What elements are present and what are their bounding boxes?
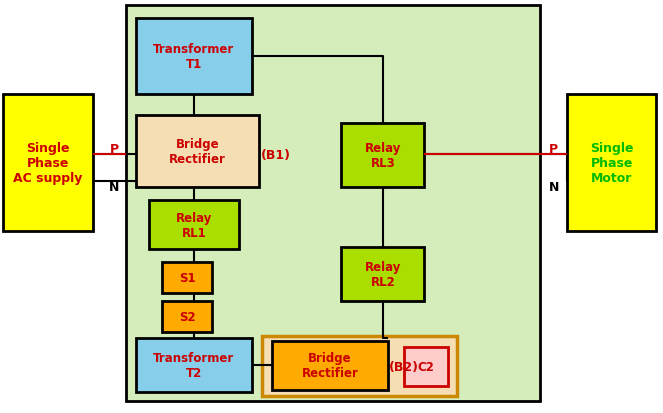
Text: Transformer
T1: Transformer T1 <box>153 43 235 71</box>
Text: P: P <box>549 143 558 156</box>
FancyBboxPatch shape <box>262 337 457 396</box>
Text: S1: S1 <box>179 271 196 284</box>
FancyBboxPatch shape <box>404 347 448 386</box>
FancyBboxPatch shape <box>136 116 259 188</box>
Text: Transformer
T2: Transformer T2 <box>153 351 235 380</box>
Text: Relay
RL2: Relay RL2 <box>365 261 401 289</box>
FancyBboxPatch shape <box>3 95 93 231</box>
Text: P: P <box>109 143 119 156</box>
FancyBboxPatch shape <box>136 19 252 95</box>
Text: Relay
RL3: Relay RL3 <box>365 142 401 170</box>
FancyBboxPatch shape <box>126 6 540 401</box>
FancyBboxPatch shape <box>149 200 239 250</box>
FancyBboxPatch shape <box>272 341 388 390</box>
Text: N: N <box>109 180 119 193</box>
Text: Relay
RL1: Relay RL1 <box>176 211 212 239</box>
Text: Single
Phase
Motor: Single Phase Motor <box>590 142 633 185</box>
FancyBboxPatch shape <box>341 248 424 301</box>
FancyBboxPatch shape <box>567 95 656 231</box>
Text: (B2): (B2) <box>389 360 419 373</box>
Text: S2: S2 <box>179 311 196 323</box>
FancyBboxPatch shape <box>162 301 212 332</box>
Text: Bridge
Rectifier: Bridge Rectifier <box>169 138 225 166</box>
Text: Bridge
Rectifier: Bridge Rectifier <box>302 351 358 380</box>
Text: N: N <box>548 180 559 193</box>
FancyBboxPatch shape <box>341 124 424 188</box>
FancyBboxPatch shape <box>162 262 212 293</box>
Text: Single
Phase
AC supply: Single Phase AC supply <box>13 142 83 185</box>
Text: C2: C2 <box>418 360 434 373</box>
Text: (B1): (B1) <box>261 148 290 161</box>
FancyBboxPatch shape <box>136 339 252 392</box>
